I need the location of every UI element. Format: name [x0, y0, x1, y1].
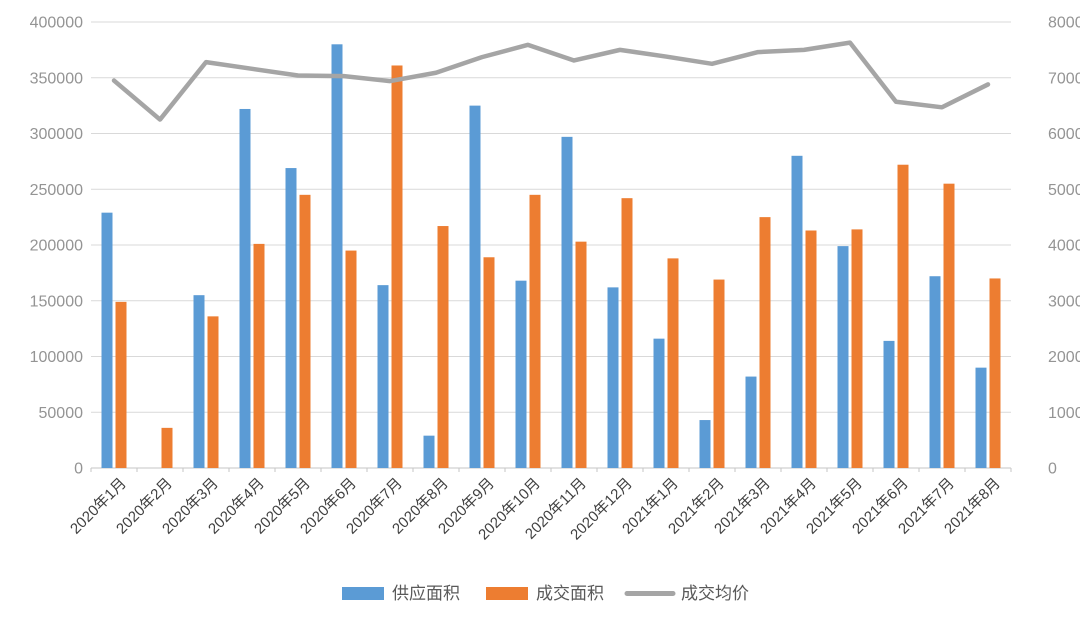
left-axis-tick-label: 400000: [30, 15, 83, 32]
right-axis-tick-label: 3000: [1048, 293, 1080, 310]
bar-供应面积-2021年3月: [745, 376, 757, 468]
right-axis-tick-label: 2000: [1048, 349, 1080, 366]
bar-供应面积-2021年8月: [975, 367, 987, 468]
bar-成交面积-2020年11月: [575, 241, 587, 468]
bar-供应面积-2020年3月: [193, 295, 205, 468]
bar-成交面积-2020年5月: [299, 194, 311, 468]
legend-swatch-供应面积: [342, 587, 384, 600]
bar-供应面积-2021年7月: [929, 276, 941, 468]
legend-label-供应面积: 供应面积: [392, 584, 460, 603]
bar-成交面积-2021年6月: [897, 164, 909, 468]
right-axis-tick-label: 0: [1048, 461, 1057, 478]
bar-供应面积-2021年1月: [653, 338, 665, 468]
legend-swatch-成交面积: [486, 587, 528, 600]
bar-供应面积-2020年1月: [101, 212, 113, 468]
left-axis-tick-label: 350000: [30, 70, 83, 87]
bar-供应面积-2021年4月: [791, 155, 803, 469]
right-axis-tick-label: 8000: [1048, 15, 1080, 32]
left-axis-tick-label: 0: [74, 461, 83, 478]
bar-供应面积-2020年11月: [561, 136, 573, 468]
bar-供应面积-2020年7月: [377, 285, 389, 468]
right-axis-tick-label: 7000: [1048, 70, 1080, 87]
bar-供应面积-2020年4月: [239, 108, 251, 468]
left-axis-tick-label: 200000: [30, 238, 83, 255]
bar-成交面积-2020年12月: [621, 198, 633, 469]
legend-label-成交面积: 成交面积: [536, 584, 604, 603]
right-axis-tick-label: 1000: [1048, 405, 1080, 422]
bar-供应面积-2021年6月: [883, 340, 895, 468]
bar-成交面积-2021年1月: [667, 258, 679, 468]
left-axis-tick-label: 100000: [30, 349, 83, 366]
bar-成交面积-2021年7月: [943, 183, 955, 469]
bar-成交面积-2021年2月: [713, 279, 725, 468]
legend-label-成交均价: 成交均价: [681, 584, 749, 603]
bar-成交面积-2020年1月: [115, 301, 127, 468]
right-axis-tick-label: 6000: [1048, 126, 1080, 143]
bar-成交面积-2020年3月: [207, 316, 219, 468]
bar-成交面积-2021年3月: [759, 217, 771, 468]
left-axis-tick-label: 50000: [39, 405, 84, 422]
bar-成交面积-2020年8月: [437, 226, 449, 468]
right-axis-tick-label: 4000: [1048, 238, 1080, 255]
bar-供应面积-2020年5月: [285, 168, 297, 468]
bar-供应面积-2020年10月: [515, 280, 527, 468]
bar-供应面积-2020年12月: [607, 287, 619, 468]
bar-成交面积-2020年7月: [391, 65, 403, 469]
bar-供应面积-2021年2月: [699, 420, 711, 468]
bar-成交面积-2021年8月: [989, 278, 1001, 468]
left-axis-tick-label: 300000: [30, 126, 83, 143]
left-axis-tick-label: 250000: [30, 182, 83, 199]
bar-成交面积-2021年4月: [805, 230, 817, 468]
bar-供应面积-2020年8月: [423, 435, 435, 468]
bar-成交面积-2020年10月: [529, 194, 541, 468]
bar-成交面积-2020年6月: [345, 250, 357, 468]
bar-成交面积-2021年5月: [851, 229, 863, 468]
left-axis-tick-label: 150000: [30, 293, 83, 310]
bar-成交面积-2020年4月: [253, 243, 265, 468]
bar-供应面积-2020年9月: [469, 105, 481, 468]
right-axis-tick-label: 5000: [1048, 182, 1080, 199]
bar-供应面积-2021年5月: [837, 246, 849, 468]
bar-成交面积-2020年9月: [483, 257, 495, 468]
bar-供应面积-2020年6月: [331, 44, 343, 469]
line-成交均价: [111, 40, 991, 122]
bar-成交面积-2020年2月: [161, 427, 173, 468]
